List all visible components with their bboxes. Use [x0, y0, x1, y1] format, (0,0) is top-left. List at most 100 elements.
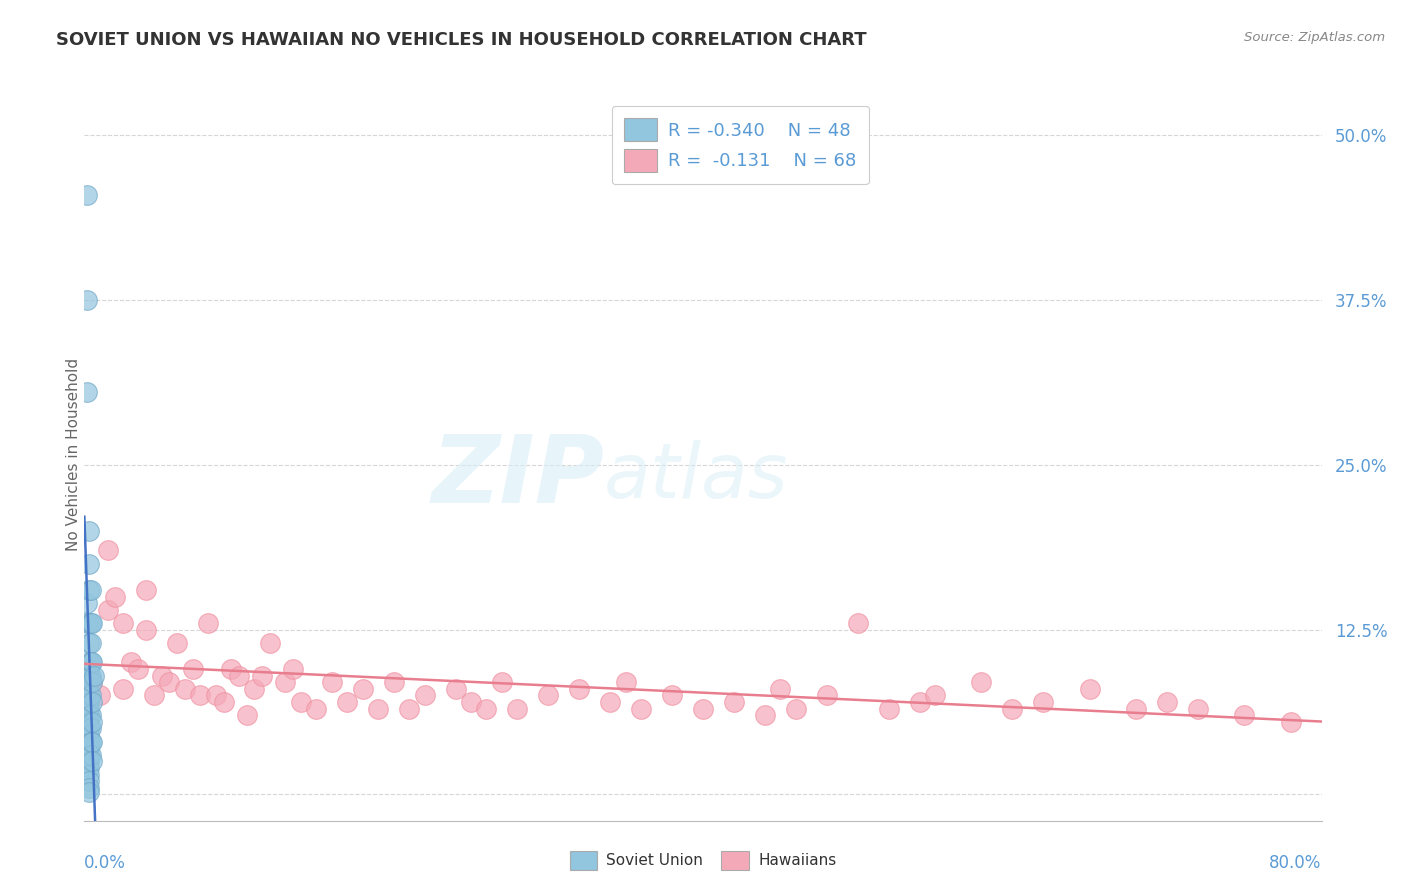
Point — [352, 681, 374, 696]
Point — [77, 524, 100, 538]
Point — [630, 701, 652, 715]
Text: ZIP: ZIP — [432, 431, 605, 523]
Y-axis label: No Vehicles in Household: No Vehicles in Household — [66, 359, 80, 551]
Point — [79, 656, 101, 670]
Point — [112, 615, 135, 630]
Point — [77, 767, 100, 781]
Point — [1078, 681, 1101, 696]
Point — [197, 615, 219, 630]
Point — [76, 615, 98, 630]
Point — [77, 701, 100, 715]
Point — [212, 695, 235, 709]
Point — [127, 662, 149, 676]
Point — [382, 675, 405, 690]
Point — [77, 761, 100, 775]
Point — [599, 695, 621, 709]
Point — [77, 780, 100, 795]
Point — [1279, 714, 1302, 729]
Point — [506, 701, 529, 715]
Point — [1032, 695, 1054, 709]
Point — [79, 668, 101, 682]
Point — [661, 689, 683, 703]
Point — [77, 689, 100, 703]
Point — [77, 728, 100, 742]
Point — [96, 603, 118, 617]
Point — [537, 689, 560, 703]
Text: 0.0%: 0.0% — [84, 854, 127, 871]
Point — [321, 675, 343, 690]
Point — [77, 722, 100, 736]
Text: SOVIET UNION VS HAWAIIAN NO VEHICLES IN HOUSEHOLD CORRELATION CHART: SOVIET UNION VS HAWAIIAN NO VEHICLES IN … — [56, 31, 868, 49]
Point — [150, 668, 173, 682]
Point — [908, 695, 931, 709]
Point — [82, 675, 104, 690]
Point — [77, 774, 100, 789]
Point — [77, 656, 100, 670]
Point — [82, 734, 104, 748]
Point — [82, 714, 104, 729]
Point — [159, 675, 180, 690]
Point — [79, 615, 101, 630]
Point — [1001, 701, 1024, 715]
Point — [1125, 701, 1147, 715]
Text: Source: ZipAtlas.com: Source: ZipAtlas.com — [1244, 31, 1385, 45]
Point — [305, 701, 328, 715]
Point — [143, 689, 166, 703]
Point — [77, 582, 100, 597]
Point — [82, 675, 104, 690]
Point — [77, 741, 100, 756]
Point — [77, 636, 100, 650]
Point — [76, 187, 98, 202]
Point — [475, 701, 498, 715]
Text: atlas: atlas — [605, 440, 789, 514]
Point — [235, 708, 259, 723]
Point — [250, 668, 273, 682]
Point — [336, 695, 359, 709]
Point — [77, 755, 100, 769]
Point — [205, 689, 228, 703]
Point — [76, 596, 98, 610]
Point — [83, 668, 105, 682]
Point — [815, 689, 838, 703]
Point — [174, 681, 197, 696]
Point — [79, 734, 101, 748]
Point — [614, 675, 637, 690]
Point — [89, 689, 111, 703]
Point — [135, 582, 157, 597]
Point — [243, 681, 266, 696]
Point — [77, 615, 100, 630]
Point — [769, 681, 792, 696]
Point — [77, 695, 100, 709]
Point — [79, 722, 101, 736]
Point — [754, 708, 776, 723]
Point — [82, 615, 104, 630]
Point — [79, 708, 101, 723]
Text: 80.0%: 80.0% — [1270, 854, 1322, 871]
Point — [846, 615, 869, 630]
Point — [77, 747, 100, 762]
Point — [166, 636, 188, 650]
Point — [460, 695, 482, 709]
Point — [568, 681, 591, 696]
Legend: Soviet Union, Hawaiians: Soviet Union, Hawaiians — [561, 842, 845, 879]
Point — [77, 675, 100, 690]
Point — [135, 623, 157, 637]
Point — [77, 734, 100, 748]
Point — [1187, 701, 1209, 715]
Point — [79, 582, 101, 597]
Point — [228, 668, 250, 682]
Point — [219, 662, 242, 676]
Point — [491, 675, 513, 690]
Point — [112, 681, 135, 696]
Point — [96, 543, 118, 558]
Point — [77, 668, 100, 682]
Point — [413, 689, 436, 703]
Point — [82, 755, 104, 769]
Point — [924, 689, 946, 703]
Point — [77, 662, 100, 676]
Point — [1233, 708, 1256, 723]
Point — [274, 675, 297, 690]
Point — [181, 662, 204, 676]
Point — [77, 784, 100, 798]
Point — [120, 656, 142, 670]
